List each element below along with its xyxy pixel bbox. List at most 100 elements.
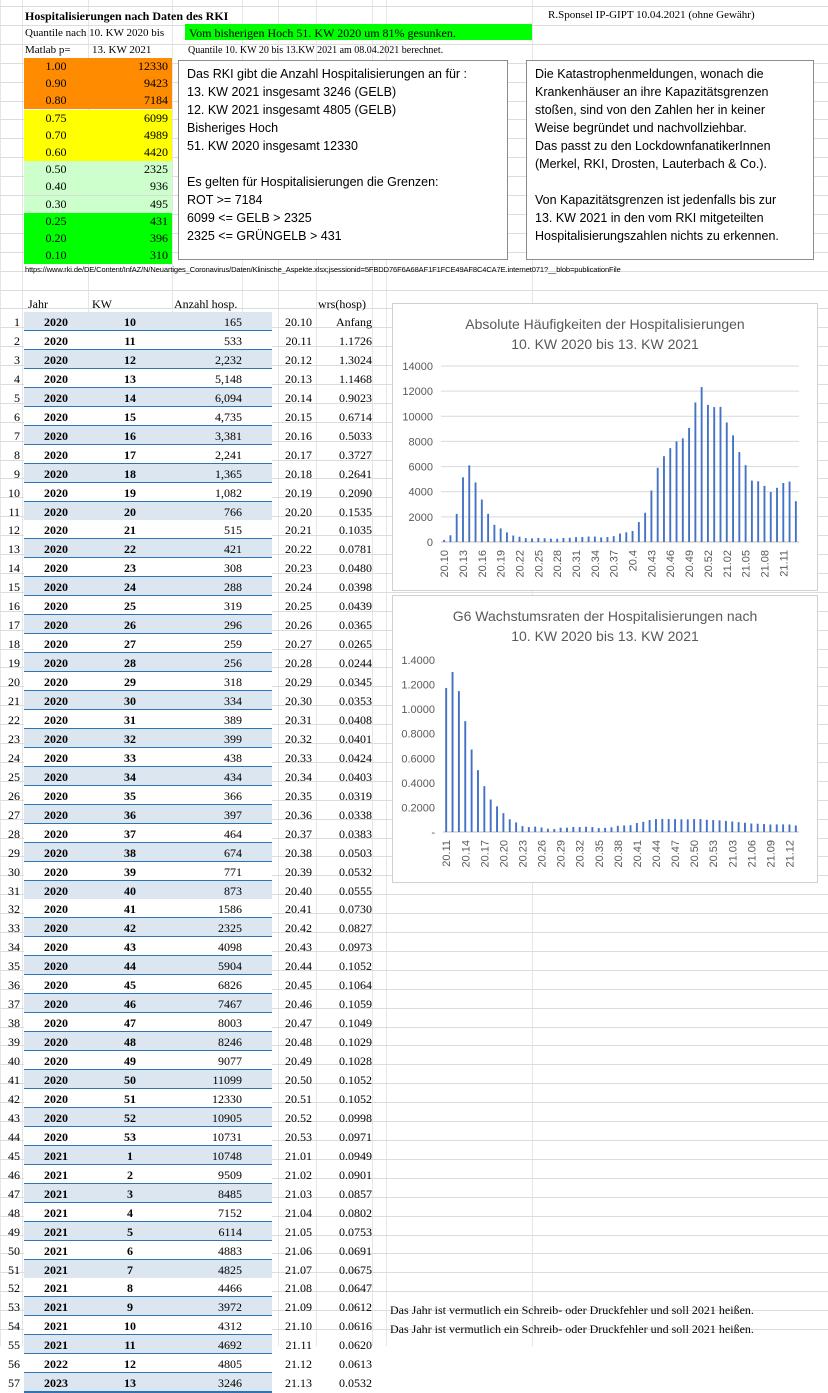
quantile-row: 0.25 431: [24, 213, 172, 230]
cell-kw: 29: [88, 675, 172, 690]
cell-week-code: 21.04: [278, 1206, 312, 1221]
bar: [544, 538, 546, 542]
x-tick-label: 20.23: [517, 840, 529, 868]
cell-growth-rate: 0.0647: [316, 1281, 372, 1296]
bar: [443, 540, 445, 542]
x-tick-label: 20.41: [632, 840, 644, 868]
bar: [481, 499, 483, 542]
cell-year: 2020: [24, 1016, 88, 1031]
textbox-line: [187, 155, 499, 173]
table-row: 30 2020 39 771 20.39 0.0532: [0, 861, 390, 882]
row-number: 2: [0, 334, 20, 349]
x-tick-label: 21.05: [741, 550, 753, 578]
cell-year: 2021: [24, 1187, 88, 1202]
cell-week-code: 20.13: [278, 372, 312, 387]
row-number: 40: [0, 1054, 20, 1069]
row-number: 13: [0, 542, 20, 557]
cell-year: 2020: [24, 618, 88, 633]
bar: [611, 827, 613, 832]
cell-growth-rate: 0.0691: [316, 1244, 372, 1259]
textbox-line: [535, 173, 805, 191]
cell-count: 399: [172, 732, 242, 747]
row-number: 12: [0, 523, 20, 538]
matlab-week: 13. KW 2021: [92, 44, 151, 56]
cell-week-code: 20.11: [278, 334, 312, 349]
bar: [625, 532, 627, 542]
cell-kw: 42: [88, 921, 172, 936]
bar: [750, 824, 752, 832]
cell-year: 2021: [24, 1149, 88, 1164]
table-row: 44 2020 53 10731 20.53 0.0971: [0, 1126, 390, 1147]
bar: [487, 514, 489, 542]
cell-week-code: 20.30: [278, 694, 312, 709]
cell-week-code: 20.45: [278, 978, 312, 993]
bar: [782, 824, 784, 832]
cell-count: 8485: [172, 1187, 242, 1202]
textbox-line: Weise begründet und nachvollziehbar.: [535, 119, 805, 137]
cell-kw: 1: [88, 1149, 172, 1164]
cell-week-code: 20.16: [278, 429, 312, 444]
cell-week-code: 20.26: [278, 618, 312, 633]
cell-count: 389: [172, 713, 242, 728]
textbox-line: Das RKI gibt die Anzahl Hospitalisierung…: [187, 65, 499, 83]
textbox-line: 13. KW 2021 insgesamt 3246 (GELB): [187, 83, 499, 101]
bar: [490, 800, 492, 832]
bar: [719, 820, 721, 832]
cell-year: 2020: [24, 713, 88, 728]
cell-week-code: 21.01: [278, 1149, 312, 1164]
table-row: 37 2020 46 7467 20.46 0.1059: [0, 993, 390, 1014]
cell-week-code: 20.14: [278, 391, 312, 406]
cell-year: 2020: [24, 429, 88, 444]
cell-week-code: 20.20: [278, 505, 312, 520]
quantile-label: Quantile nach 10. KW 2020 bis: [25, 27, 164, 39]
cell-count: 11099: [172, 1073, 242, 1088]
x-tick-label: 21.09: [765, 840, 777, 868]
cell-year: 2020: [24, 921, 88, 936]
bar: [483, 786, 485, 832]
quantile-value: 6099: [144, 110, 168, 127]
row-number: 35: [0, 959, 20, 974]
bar: [630, 825, 632, 832]
quantile-p: 0.80: [24, 92, 88, 109]
bar: [534, 827, 536, 832]
cell-week-code: 20.17: [278, 448, 312, 463]
bar: [731, 821, 733, 832]
textbox-line: Es gelten für Hospitalisierungen die Gre…: [187, 173, 499, 191]
table-row: 23 2020 32 399 20.32 0.0401: [0, 728, 390, 749]
bar: [563, 538, 565, 542]
cell-count: 288: [172, 580, 242, 595]
cell-week-code: 20.21: [278, 523, 312, 538]
row-number: 32: [0, 902, 20, 917]
cell-growth-rate: 0.0802: [316, 1206, 372, 1221]
bar: [776, 488, 778, 542]
row-number: 47: [0, 1187, 20, 1202]
cell-year: 2020: [24, 542, 88, 557]
bar: [789, 482, 791, 542]
x-tick-label: 20.13: [458, 550, 470, 578]
bar: [613, 536, 615, 542]
cell-growth-rate: 0.0345: [316, 675, 372, 690]
cell-growth-rate: 0.1052: [316, 1073, 372, 1088]
bar: [676, 441, 678, 542]
bar: [617, 826, 619, 832]
row-number: 36: [0, 978, 20, 993]
x-tick-label: 20.49: [684, 550, 696, 578]
bar: [477, 770, 479, 832]
x-tick-label: 20.16: [477, 550, 489, 578]
cell-week-code: 20.42: [278, 921, 312, 936]
chart-absolute[interactable]: Absolute Häufigkeiten der Hospitalisieru…: [392, 303, 818, 591]
textbox-line: Bisheriges Hoch: [187, 119, 499, 137]
textbox-line: Krankenhäuser an ihre Kapazitätsgrenzen: [535, 83, 805, 101]
quantile-p: 0.90: [24, 75, 88, 92]
cell-year: 2020: [24, 884, 88, 899]
cell-year: 2020: [24, 846, 88, 861]
cell-growth-rate: 0.1049: [316, 1016, 372, 1031]
table-row: 20 2020 29 318 20.29 0.0345: [0, 671, 390, 692]
row-number: 6: [0, 410, 20, 425]
x-tick-label: 20.50: [689, 840, 701, 868]
bar: [782, 483, 784, 542]
x-tick-label: 20.37: [609, 550, 621, 578]
chart-growth[interactable]: G6 Wachstumsraten der Hospitalisierungen…: [392, 595, 818, 883]
cell-kw: 13: [88, 1376, 172, 1391]
cell-kw: 33: [88, 751, 172, 766]
